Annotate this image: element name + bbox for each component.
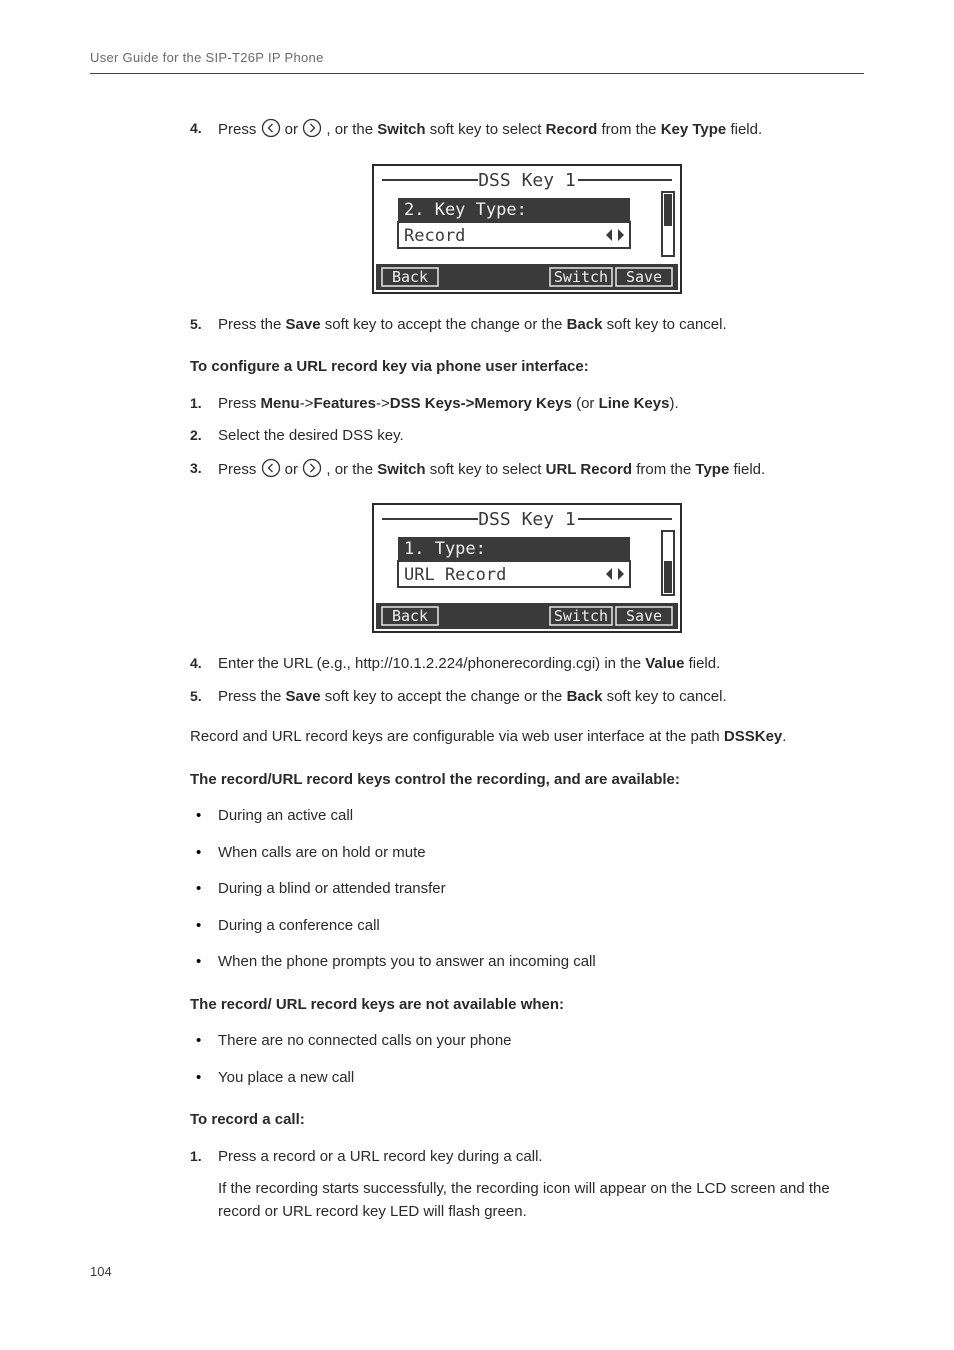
right-arrow-icon xyxy=(302,458,322,486)
heading-available: The record/URL record keys control the r… xyxy=(190,769,864,792)
page-number: 104 xyxy=(90,1264,112,1279)
list-item: During an active call xyxy=(190,805,864,828)
lcd2-back-button: Back xyxy=(392,607,428,625)
steps-c: 1. Press a record or a URL record key du… xyxy=(190,1146,864,1224)
lcd2-switch-button: Switch xyxy=(554,607,608,625)
step-b-1: 1. Press Menu->Features->DSS Keys->Memor… xyxy=(190,393,864,416)
lcd2-value: URL Record xyxy=(404,565,506,585)
step-a-5: 5. Press the Save soft key to accept the… xyxy=(190,314,864,337)
heading-unavailable: The record/ URL record keys are not avai… xyxy=(190,994,864,1017)
left-arrow-icon xyxy=(261,118,281,146)
heading-configure-url: To configure a URL record key via phone … xyxy=(190,356,864,379)
step-number: 1. xyxy=(190,1146,202,1167)
step-b-4: 4. Enter the URL (e.g., http://10.1.2.22… xyxy=(190,653,864,676)
lcd1-switch-button: Switch xyxy=(554,268,608,286)
steps-a: 4. Press or , or the Switch soft key to … xyxy=(190,118,864,146)
step-c-1: 1. Press a record or a URL record key du… xyxy=(190,1146,864,1224)
step-b-3: 3. Press or , or the Switch soft key to … xyxy=(190,458,864,486)
bullets-available: During an active call When calls are on … xyxy=(190,805,864,974)
lcd2-svg: DSS Key 1 1. Type: URL Record Back Switc… xyxy=(372,503,682,633)
step-text: Press or , or the Switch soft key to sel… xyxy=(218,461,765,478)
step-number: 3. xyxy=(190,458,202,479)
step-number: 5. xyxy=(190,686,202,707)
heading-torecord: To record a call: xyxy=(190,1109,864,1132)
step-text: Enter the URL (e.g., http://10.1.2.224/p… xyxy=(218,655,720,672)
step-text: Press the Save soft key to accept the ch… xyxy=(218,688,727,705)
lcd1-save-button: Save xyxy=(626,268,662,286)
bullets-unavailable: There are no connected calls on your pho… xyxy=(190,1030,864,1089)
step-text: Select the desired DSS key. xyxy=(218,427,404,444)
step-number: 5. xyxy=(190,314,202,335)
list-item: When the phone prompts you to answer an … xyxy=(190,951,864,974)
step-b-2: 2. Select the desired DSS key. xyxy=(190,425,864,448)
steps-b-cont: 4. Enter the URL (e.g., http://10.1.2.22… xyxy=(190,653,864,708)
list-item: You place a new call xyxy=(190,1067,864,1090)
lcd1-svg: DSS Key 1 2. Key Type: Record Back xyxy=(372,164,682,294)
step-a-4: 4. Press or , or the Switch soft key to … xyxy=(190,118,864,146)
step-b-5: 5. Press the Save soft key to accept the… xyxy=(190,686,864,709)
step-text: Press or , or the Switch soft key to sel… xyxy=(218,121,762,138)
lcd-screenshot-1: DSS Key 1 2. Key Type: Record Back xyxy=(190,164,864,294)
steps-a-cont: 5. Press the Save soft key to accept the… xyxy=(190,314,864,337)
step-number: 2. xyxy=(190,425,202,446)
step-number: 1. xyxy=(190,393,202,414)
step-text: Press a record or a URL record key durin… xyxy=(218,1148,543,1165)
lcd1-value: Record xyxy=(404,226,465,246)
left-arrow-icon xyxy=(261,458,281,486)
step-c-1-sub: If the recording starts successfully, th… xyxy=(218,1178,864,1223)
step-text: Press the Save soft key to accept the ch… xyxy=(218,316,727,333)
running-header: User Guide for the SIP-T26P IP Phone xyxy=(90,50,864,74)
page-root: User Guide for the SIP-T26P IP Phone 4. … xyxy=(0,0,954,1301)
list-item: During a blind or attended transfer xyxy=(190,878,864,901)
lcd1-label: 2. Key Type: xyxy=(404,200,527,220)
para-configurable: Record and URL record keys are configura… xyxy=(190,726,864,749)
steps-b: 1. Press Menu->Features->DSS Keys->Memor… xyxy=(190,393,864,486)
content-column: 4. Press or , or the Switch soft key to … xyxy=(190,118,864,1223)
lcd2-label: 1. Type: xyxy=(404,539,486,559)
lcd-screenshot-2: DSS Key 1 1. Type: URL Record Back Switc… xyxy=(190,503,864,633)
step-number: 4. xyxy=(190,653,202,674)
list-item: There are no connected calls on your pho… xyxy=(190,1030,864,1053)
step-text: Press Menu->Features->DSS Keys->Memory K… xyxy=(218,395,679,412)
right-arrow-icon xyxy=(302,118,322,146)
lcd2-save-button: Save xyxy=(626,607,662,625)
lcd1-back-button: Back xyxy=(392,268,428,286)
list-item: When calls are on hold or mute xyxy=(190,842,864,865)
lcd2-title: DSS Key 1 xyxy=(478,509,576,530)
list-item: During a conference call xyxy=(190,915,864,938)
lcd1-title: DSS Key 1 xyxy=(478,170,576,191)
step-number: 4. xyxy=(190,118,202,139)
